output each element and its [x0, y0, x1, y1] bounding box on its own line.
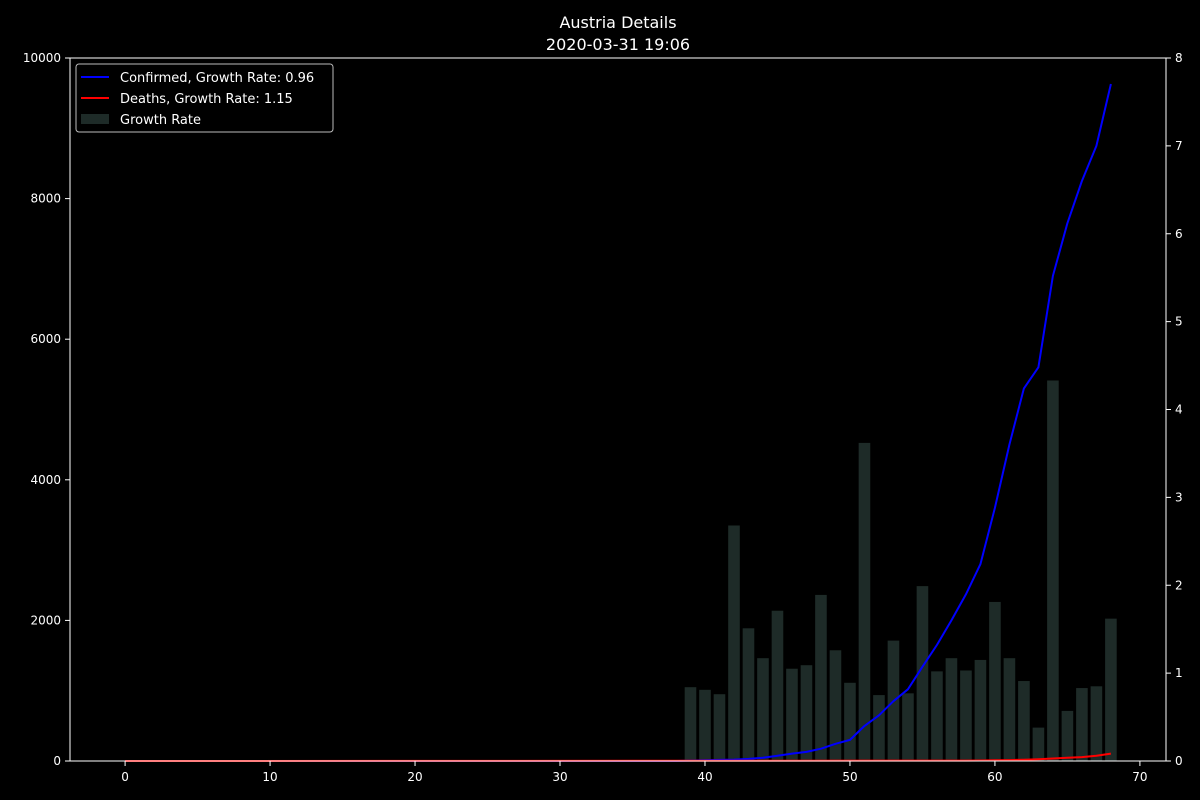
legend-entry-growth-rate: Growth Rate — [120, 113, 201, 128]
growth-rate-bar — [1076, 688, 1088, 761]
legend: Confirmed, Growth Rate: 0.96 Deaths, Grow… — [75, 63, 334, 133]
y-left-tick-label: 0 — [53, 754, 61, 768]
y-left-tick-label: 2000 — [30, 613, 61, 627]
x-tick-label: 40 — [697, 770, 712, 784]
growth-rate-bar — [902, 693, 914, 761]
growth-rate-bar — [742, 628, 755, 761]
y-left-tick-label: 10000 — [23, 51, 61, 65]
growth-rate-bar — [829, 650, 842, 761]
growth-rate-bar — [771, 610, 784, 761]
growth-rate-bar — [1047, 380, 1059, 761]
growth-rate-bar — [1061, 710, 1074, 761]
growth-rate-bar — [858, 442, 871, 761]
growth-rate-bar — [844, 682, 856, 761]
y-right-tick-label: 5 — [1175, 315, 1183, 329]
x-tick-label: 30 — [552, 770, 567, 784]
y-left-tick-label: 8000 — [30, 192, 61, 206]
x-tick-label: 20 — [407, 770, 422, 784]
growth-rate-bar — [1105, 618, 1117, 761]
growth-rate-bar — [960, 670, 972, 761]
growth-rate-bars — [684, 380, 1117, 761]
y-right-tick-label: 1 — [1175, 666, 1183, 680]
growth-rate-bar — [699, 689, 711, 761]
growth-rate-bar — [1090, 686, 1103, 761]
x-tick-label: 60 — [987, 770, 1002, 784]
y-right-tick-label: 0 — [1175, 754, 1183, 768]
growth-rate-bar — [1003, 658, 1016, 761]
growth-rate-bar — [713, 694, 726, 761]
growth-rate-bar — [1018, 681, 1030, 761]
x-tick-label: 70 — [1132, 770, 1147, 784]
y-right-tick-label: 7 — [1175, 139, 1183, 153]
y-right-tick-label: 4 — [1175, 403, 1183, 417]
growth-rate-bar — [931, 671, 943, 761]
growth-rate-bar — [974, 659, 987, 761]
growth-rate-bar — [757, 658, 769, 761]
growth-rate-bar — [945, 658, 958, 761]
y-right-tick-label: 8 — [1175, 51, 1183, 65]
y-right-tick-label: 3 — [1175, 490, 1183, 504]
growth-rate-bar — [989, 601, 1001, 761]
legend-swatch — [81, 114, 109, 124]
y-right-tick-label: 6 — [1175, 227, 1183, 241]
growth-rate-bar — [728, 525, 740, 761]
growth-rate-bar — [684, 687, 697, 761]
chart-title: Austria Details — [559, 13, 676, 32]
legend-box — [75, 63, 334, 133]
y-right-tick-label: 2 — [1175, 578, 1183, 592]
confirmed-line — [125, 83, 1112, 762]
y-left-tick-label: 6000 — [30, 332, 61, 346]
growth-rate-bar — [815, 594, 827, 761]
y-left-tick-label: 4000 — [30, 473, 61, 487]
growth-rate-bar — [800, 665, 813, 761]
growth-rate-bar — [916, 586, 929, 761]
legend-entry-confirmed: Confirmed, Growth Rate: 0.96 — [120, 71, 314, 86]
x-tick-label: 50 — [842, 770, 857, 784]
x-tick-label: 10 — [262, 770, 277, 784]
x-tick-label: 0 — [121, 770, 129, 784]
growth-rate-bar — [1032, 727, 1045, 761]
growth-rate-bar — [786, 668, 798, 761]
growth-rate-bar — [873, 695, 885, 761]
legend-entry-deaths: Deaths, Growth Rate: 1.15 — [120, 92, 293, 107]
chart-subtitle: 2020-03-31 19:06 — [546, 35, 690, 54]
axes: 0 10 20 30 40 50 60 70 0 2000 4000 6000 8000 10000 0 1 2… — [23, 51, 1183, 784]
